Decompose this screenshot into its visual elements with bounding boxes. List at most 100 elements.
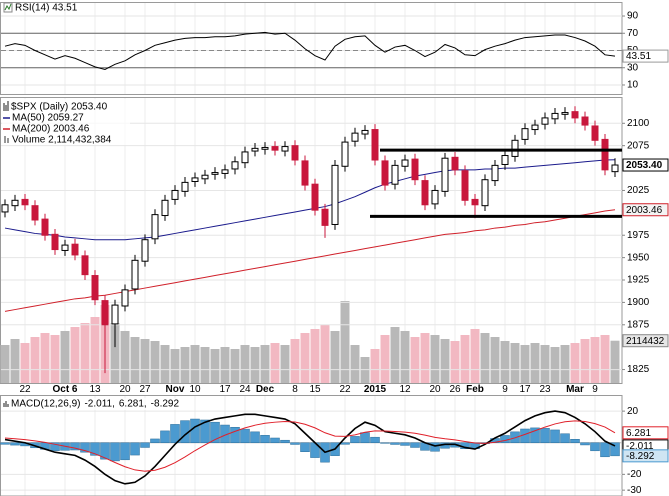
volume-bar xyxy=(330,331,340,383)
volume-bar xyxy=(220,347,230,383)
volume-bar xyxy=(290,339,300,383)
histogram-bar xyxy=(500,435,510,443)
y-tick-label: -30 xyxy=(627,485,642,496)
legend-swatch xyxy=(7,138,9,143)
value-tag-label: 43.51 xyxy=(626,51,651,62)
candle-body xyxy=(591,125,599,141)
volume-bar xyxy=(500,341,510,383)
histogram-bar xyxy=(400,442,410,446)
candle-body xyxy=(261,146,269,150)
volume-bar xyxy=(550,347,560,383)
line-series xyxy=(4,209,616,312)
x-tick-label: 9 xyxy=(502,384,508,395)
candle-body xyxy=(401,159,409,167)
volume-bar xyxy=(260,345,270,383)
value-tag-label: 2053.40 xyxy=(626,160,663,171)
candle-body xyxy=(101,300,109,326)
legend-label: MA(50) 2059.27 xyxy=(12,113,84,124)
histogram-bar xyxy=(170,424,180,443)
candle-body xyxy=(571,111,579,119)
y-tick-label: 10 xyxy=(627,80,639,91)
volume-bar xyxy=(280,345,290,383)
x-tick-label: 2015 xyxy=(364,384,387,395)
volume-bar xyxy=(560,345,570,383)
volume-bar xyxy=(170,349,180,383)
candle-body xyxy=(561,112,569,115)
histogram-bar xyxy=(70,442,80,451)
volume-bar xyxy=(570,343,580,383)
volume-bar xyxy=(210,349,220,383)
volume-bar xyxy=(510,343,520,383)
candle-body xyxy=(481,179,489,207)
candle-body xyxy=(71,243,79,256)
volume-bar xyxy=(0,345,10,383)
candle-body xyxy=(431,189,439,205)
histogram-bar xyxy=(110,442,120,462)
candle-body xyxy=(611,164,619,173)
y-tick-label: 1825 xyxy=(627,364,650,375)
y-tick-label: 90 xyxy=(627,11,639,22)
volume-bar xyxy=(250,347,260,383)
candle-body xyxy=(221,169,229,174)
value-tag-label: 6.281 xyxy=(626,428,651,439)
histogram-bar xyxy=(540,428,550,443)
y-tick-label: 1925 xyxy=(627,275,650,286)
x-tick-label: 8 xyxy=(292,384,298,395)
histogram-bar xyxy=(340,442,350,445)
histogram-bar xyxy=(210,421,220,443)
volume-bar xyxy=(400,331,410,383)
candle-body xyxy=(141,239,149,262)
histogram-bar xyxy=(200,419,210,443)
legend-label: 6.281, xyxy=(119,399,147,410)
x-tick-label: Feb xyxy=(466,384,484,395)
value-tag-label: 2114432 xyxy=(626,336,665,347)
x-tick-label: 13 xyxy=(89,384,101,395)
y-tick-label: 1975 xyxy=(627,230,650,241)
line-series xyxy=(4,159,616,241)
volume-bar xyxy=(340,301,350,383)
volume-bar xyxy=(270,343,280,383)
legend-label: MA(200) 2003.46 xyxy=(12,124,90,135)
line-series xyxy=(4,420,616,472)
value-tag xyxy=(622,203,669,217)
histogram-bar xyxy=(260,435,270,443)
candle-body xyxy=(1,204,9,213)
histogram-bar xyxy=(290,442,300,445)
volume-bar xyxy=(140,339,150,383)
x-tick-label: 15 xyxy=(309,384,321,395)
y-tick-label: 30 xyxy=(627,62,639,73)
candle-body xyxy=(391,164,399,185)
volume-bar xyxy=(380,335,390,383)
candle-body xyxy=(321,208,329,226)
candle-body xyxy=(421,180,429,206)
candle-body xyxy=(531,124,539,131)
x-tick-label: 22 xyxy=(339,384,351,395)
histogram-bar xyxy=(280,439,290,443)
candle-body xyxy=(331,164,339,225)
candle-body xyxy=(501,155,509,165)
volume-bar xyxy=(460,335,470,383)
volume-bar xyxy=(390,327,400,383)
volume-bar xyxy=(240,345,250,383)
histogram-bar xyxy=(600,442,610,458)
candle-body xyxy=(91,275,99,301)
volume-bar xyxy=(120,331,130,383)
histogram-bar xyxy=(80,442,90,453)
volume-bar xyxy=(180,347,190,383)
value-tag-label: -8.292 xyxy=(626,451,655,462)
candle-body xyxy=(281,146,289,152)
candle-body xyxy=(131,259,139,290)
candle-body xyxy=(341,141,349,167)
x-tick-label: Dec xyxy=(256,384,275,395)
line-series xyxy=(4,410,616,485)
candle-body xyxy=(121,289,129,307)
histogram-bar xyxy=(580,442,590,446)
candle-body xyxy=(21,198,29,206)
candle-body xyxy=(541,117,549,125)
histogram-bar xyxy=(350,436,360,443)
candle-body xyxy=(11,199,19,207)
volume-bar xyxy=(590,337,600,383)
volume-bar xyxy=(150,341,160,383)
volume-bar xyxy=(110,323,120,383)
